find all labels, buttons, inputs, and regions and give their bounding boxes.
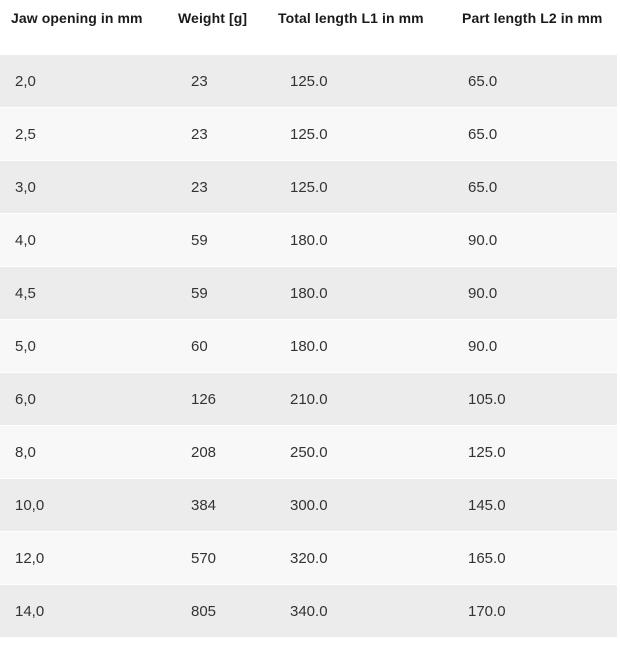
- table-row: 6,0 126 210.0 105.0: [0, 372, 617, 425]
- table-cell: 12,0: [0, 531, 167, 584]
- table-cell: 125.0: [451, 425, 617, 478]
- table-cell: 145.0: [451, 478, 617, 531]
- table-cell: 59: [167, 266, 267, 319]
- table-cell: 570: [167, 531, 267, 584]
- table-cell: 4,5: [0, 266, 167, 319]
- table-cell: 10,0: [0, 478, 167, 531]
- table-row: 3,0 23 125.0 65.0: [0, 160, 617, 213]
- table-cell: 2,0: [0, 54, 167, 107]
- table-cell: 5,0: [0, 319, 167, 372]
- column-header-total-length: Total length L1 in mm: [267, 0, 451, 54]
- table-header: Jaw opening in mm Weight [g] Total lengt…: [0, 0, 617, 54]
- table-cell: 6,0: [0, 372, 167, 425]
- table-row: 8,0 208 250.0 125.0: [0, 425, 617, 478]
- table-cell: 208: [167, 425, 267, 478]
- table-cell: 180.0: [267, 266, 451, 319]
- table-body: 2,0 23 125.0 65.0 2,5 23 125.0 65.0 3,0 23 125.0 65…: [0, 54, 617, 637]
- column-header-jaw-opening: Jaw opening in mm: [0, 0, 167, 54]
- table-cell: 210.0: [267, 372, 451, 425]
- table-cell: 165.0: [451, 531, 617, 584]
- table-cell: 90.0: [451, 266, 617, 319]
- table-row: 5,0 60 180.0 90.0: [0, 319, 617, 372]
- table-row: 14,0 805 340.0 170.0: [0, 584, 617, 637]
- table-cell: 23: [167, 160, 267, 213]
- table-row: 2,5 23 125.0 65.0: [0, 107, 617, 160]
- table-cell: 125.0: [267, 107, 451, 160]
- table-cell: 14,0: [0, 584, 167, 637]
- spec-table: Jaw opening in mm Weight [g] Total lengt…: [0, 0, 617, 637]
- table-cell: 8,0: [0, 425, 167, 478]
- table-cell: 23: [167, 54, 267, 107]
- table-cell: 90.0: [451, 319, 617, 372]
- table-cell: 170.0: [451, 584, 617, 637]
- table-row: 10,0 384 300.0 145.0: [0, 478, 617, 531]
- table-cell: 125.0: [267, 160, 451, 213]
- table-cell: 320.0: [267, 531, 451, 584]
- table-cell: 2,5: [0, 107, 167, 160]
- table-cell: 65.0: [451, 54, 617, 107]
- table-cell: 59: [167, 213, 267, 266]
- table-row: 4,0 59 180.0 90.0: [0, 213, 617, 266]
- table-cell: 126: [167, 372, 267, 425]
- table-row: 4,5 59 180.0 90.0: [0, 266, 617, 319]
- table-cell: 300.0: [267, 478, 451, 531]
- table-cell: 65.0: [451, 107, 617, 160]
- table-cell: 805: [167, 584, 267, 637]
- table-cell: 3,0: [0, 160, 167, 213]
- header-row: Jaw opening in mm Weight [g] Total lengt…: [0, 0, 617, 54]
- table-cell: 340.0: [267, 584, 451, 637]
- table-cell: 23: [167, 107, 267, 160]
- table-cell: 125.0: [267, 54, 451, 107]
- column-header-weight: Weight [g]: [167, 0, 267, 54]
- table-cell: 384: [167, 478, 267, 531]
- table-cell: 180.0: [267, 319, 451, 372]
- table-row: 12,0 570 320.0 165.0: [0, 531, 617, 584]
- table-cell: 180.0: [267, 213, 451, 266]
- table-cell: 4,0: [0, 213, 167, 266]
- table-cell: 90.0: [451, 213, 617, 266]
- table-row: 2,0 23 125.0 65.0: [0, 54, 617, 107]
- table-cell: 65.0: [451, 160, 617, 213]
- table-cell: 105.0: [451, 372, 617, 425]
- table-cell: 60: [167, 319, 267, 372]
- table-cell: 250.0: [267, 425, 451, 478]
- column-header-part-length: Part length L2 in mm: [451, 0, 617, 54]
